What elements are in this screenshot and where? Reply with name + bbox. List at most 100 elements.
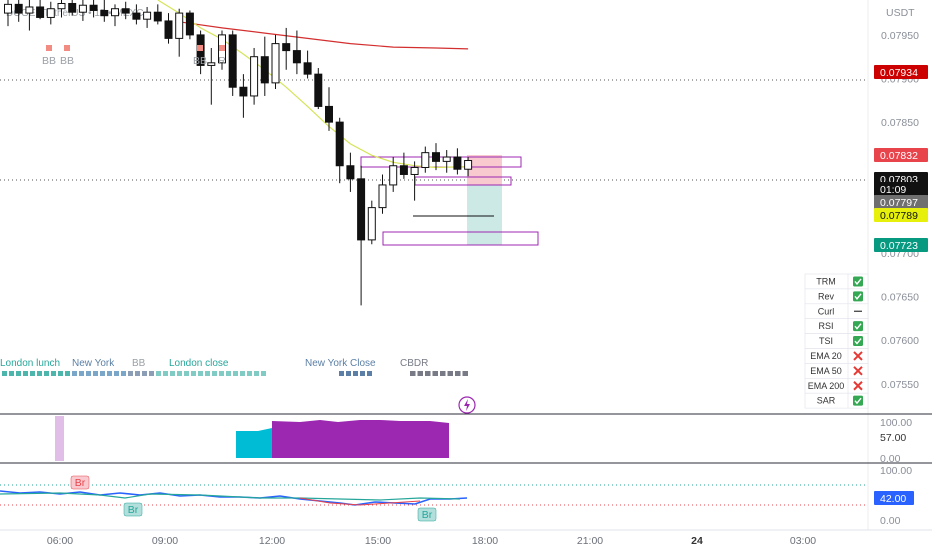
lightning-icon[interactable] xyxy=(458,396,476,414)
indicator-pane-1[interactable]: 100.00 57.00 0.00 xyxy=(55,416,912,465)
ind1-tick: 100.00 xyxy=(880,417,912,429)
bb-square xyxy=(46,45,52,51)
time-tick: 21:00 xyxy=(577,535,603,547)
checklist-label: RSI xyxy=(818,321,833,331)
session-square xyxy=(417,371,423,376)
candle xyxy=(303,50,312,79)
checklist-label: EMA 50 xyxy=(810,366,842,376)
check-icon xyxy=(853,276,863,287)
time-tick: 06:00 xyxy=(47,535,73,547)
br-badge-top: Br xyxy=(70,475,90,490)
time-tick: 12:00 xyxy=(259,535,285,547)
price-tick: 0.07650 xyxy=(881,292,919,304)
session-square xyxy=(247,371,252,376)
bb-label: BB xyxy=(42,55,56,67)
session-square xyxy=(114,371,119,376)
ind1-axis: 100.00 57.00 0.00 xyxy=(880,417,912,465)
br-label-right: Br xyxy=(422,509,433,521)
check-icon xyxy=(853,321,863,332)
order-block-lower[interactable] xyxy=(382,231,539,246)
candle-body-up xyxy=(175,12,184,39)
ema-yellow-line xyxy=(157,0,469,169)
price-badge-bg xyxy=(874,65,928,79)
bb-square xyxy=(64,45,70,51)
session-square xyxy=(44,371,49,376)
price-badge-bg xyxy=(874,238,928,252)
bb-marker: BB xyxy=(193,45,207,67)
candle xyxy=(367,200,376,245)
candle-body-up xyxy=(207,62,216,66)
candle-body-up xyxy=(271,43,280,84)
br-label-left: Br xyxy=(128,504,139,516)
candle-body-down xyxy=(228,34,237,88)
session-square xyxy=(184,371,189,376)
price-badge-bg xyxy=(874,148,928,162)
candle xyxy=(57,0,66,18)
cross-icon xyxy=(853,381,863,391)
session-square xyxy=(170,371,175,376)
price-badge-bg xyxy=(874,208,928,222)
ind2-value-text: 42.00 xyxy=(880,493,906,505)
session-square xyxy=(219,371,224,376)
candle-body-down xyxy=(239,86,248,97)
ind2-tick: 100.00 xyxy=(880,465,912,477)
session-square xyxy=(440,371,446,376)
price-badge: 0.07797 xyxy=(874,195,928,209)
candle-body-up xyxy=(250,56,259,97)
cross-icon xyxy=(853,351,863,361)
session-square xyxy=(432,371,438,376)
session-square xyxy=(37,371,42,376)
checklist-row: Curl xyxy=(804,303,869,319)
candle-body-up xyxy=(378,184,387,209)
candle xyxy=(325,87,333,131)
session-square xyxy=(226,371,231,376)
session-square xyxy=(212,371,217,376)
candle-body-down xyxy=(185,12,194,36)
checklist-label: Rev xyxy=(818,291,835,301)
session-square xyxy=(205,371,210,376)
session-label: CBDR xyxy=(400,358,428,369)
confluence-checklist: TRM Rev Curl RSI TSI EMA 20 EMA 50 EMA 200 SAR xyxy=(804,273,869,409)
stop-loss-zone[interactable] xyxy=(467,155,502,185)
candle xyxy=(271,34,280,89)
candle xyxy=(143,6,152,28)
candle xyxy=(292,30,301,75)
time-tick: 03:00 xyxy=(790,535,816,547)
bb-markers: BB BB BB R xyxy=(42,45,226,67)
candle xyxy=(453,148,462,175)
session-square xyxy=(455,371,461,376)
session-square xyxy=(339,371,344,376)
take-profit-zone[interactable] xyxy=(467,185,502,245)
candle-body-down xyxy=(121,8,130,14)
session-square xyxy=(30,371,35,376)
candle-body-down xyxy=(68,2,77,13)
candle xyxy=(175,8,184,57)
session-square xyxy=(121,371,126,376)
candle-body-up xyxy=(442,156,451,162)
candle xyxy=(314,68,323,110)
indicator-pane-2[interactable]: Br Br Br 100.00 0.00 42.00 xyxy=(0,465,914,527)
candle xyxy=(153,4,162,25)
session-label: London lunch xyxy=(0,358,60,369)
session-label: BB xyxy=(132,358,146,369)
bb-label: BB xyxy=(60,55,74,67)
session-square xyxy=(353,371,358,376)
candle-body-up xyxy=(111,8,119,17)
checklist-cell xyxy=(804,392,869,409)
checklist-row: SAR xyxy=(804,392,869,409)
candle-body-down xyxy=(36,6,45,18)
candle xyxy=(46,1,55,25)
price-tick: 0.07600 xyxy=(881,335,919,347)
candle xyxy=(14,0,23,22)
candle-body-down xyxy=(314,73,323,107)
ind1-tick: 0.00 xyxy=(880,453,901,465)
candle xyxy=(464,157,473,177)
session-square xyxy=(142,371,147,376)
time-axis[interactable]: 06:00 09:00 12:00 15:00 18:00 21:00 24 03:00 xyxy=(0,529,932,547)
ind2-axis: 100.00 0.00 42.00 xyxy=(874,465,914,527)
candle xyxy=(399,152,408,179)
candle xyxy=(421,146,430,173)
price-badge: 0.07723 xyxy=(874,238,928,252)
